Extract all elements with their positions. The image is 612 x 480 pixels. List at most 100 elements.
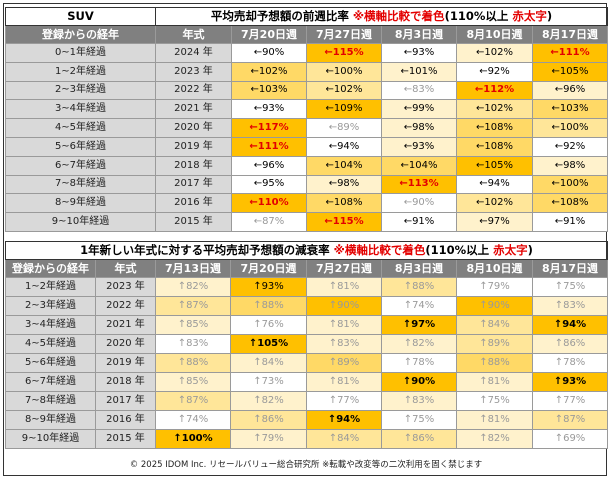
table1-note-threshold: (110%以上 — [444, 8, 509, 23]
table2-col-header: 登録からの経年 — [5, 259, 96, 278]
table1-row: 7~8年経過 2017 年 ←95% ←98% ←113% ←94% ←100% — [5, 174, 608, 195]
table2-col-header: 7月20日週 — [230, 259, 307, 278]
table1-row: 3~4年経過 2021 年 ←93% ←109% ←99% ←102% ←103% — [5, 99, 608, 120]
table1-col-header: 8月17日週 — [532, 25, 608, 44]
ratio-cell: ↑73% — [230, 372, 307, 392]
model-year: 2018 年 — [155, 155, 232, 176]
ratio-cell: ←94% — [306, 136, 382, 157]
ratio-cell: ←89% — [306, 118, 382, 138]
table1-col-header: 7月27日週 — [306, 25, 382, 44]
model-year: 2016 年 — [155, 193, 232, 214]
table2-row: 9~10年経過 2015 年 ↑100% ↑79% ↑84% ↑86% ↑82% ↑69% — [5, 429, 609, 449]
ratio-cell: ←110% — [231, 193, 307, 214]
ratio-cell: ↑74% — [155, 410, 231, 430]
ratio-cell: ↑85% — [155, 372, 231, 392]
age-label: 4~5年経過 — [5, 334, 96, 354]
ratio-cell: ←108% — [456, 118, 533, 138]
report-frame — [3, 3, 607, 476]
decay-rate-table: 1年新しい年式に対する平均売却予想額の減衰率 ※横軸比較で着色(110%以上 赤… — [4, 241, 609, 449]
ratio-cell: ↑86% — [230, 410, 307, 430]
table1-note-redbold: 赤太字 — [512, 8, 547, 23]
ratio-cell: ←102% — [456, 193, 533, 214]
ratio-cell: ←100% — [532, 118, 608, 138]
ratio-cell: ↑78% — [381, 353, 457, 373]
ratio-cell: ↑84% — [230, 353, 307, 373]
ratio-cell: ←108% — [456, 136, 533, 157]
ratio-cell: ←117% — [231, 118, 307, 138]
ratio-cell: ↑90% — [381, 372, 457, 392]
model-year: 2015 年 — [155, 212, 232, 232]
ratio-cell: ↑88% — [155, 353, 231, 373]
table2-row: 2~3年経過 2022 年 ↑87% ↑88% ↑90% ↑74% ↑90% ↑83% — [5, 296, 609, 316]
model-year: 2021 年 — [95, 315, 156, 335]
ratio-cell: ←94% — [456, 174, 533, 195]
table1-note-close: ) — [546, 8, 553, 23]
ratio-cell: ↑83% — [155, 334, 231, 354]
ratio-cell: ↑87% — [531, 410, 609, 430]
ratio-cell: ←102% — [456, 99, 533, 120]
ratio-cell: ↑94% — [531, 315, 609, 335]
table1-col-header: 7月20日週 — [231, 25, 307, 44]
ratio-cell: ←98% — [306, 174, 382, 195]
ratio-cell: ←113% — [381, 174, 457, 195]
table1-row: 4~5年経過 2020 年 ←117% ←89% ←98% ←108% ←100% — [5, 118, 608, 138]
ratio-cell: ←101% — [381, 61, 457, 82]
segment-label: SUV — [5, 7, 156, 26]
table2-note-threshold: (110%以上 — [425, 242, 490, 257]
ratio-cell: ↑84% — [456, 315, 533, 335]
ratio-cell: ←99% — [381, 99, 457, 120]
table2-row: 1~2年経過 2023 年 ↑82% ↑93% ↑81% ↑88% ↑79% ↑75% — [5, 277, 609, 297]
model-year: 2022 年 — [95, 296, 156, 316]
ratio-cell: ↑76% — [230, 315, 307, 335]
ratio-cell: ↑84% — [306, 429, 382, 449]
ratio-cell: ←100% — [532, 174, 608, 195]
table1-col-header: 8月10日週 — [456, 25, 533, 44]
age-label: 4~5年経過 — [5, 118, 156, 138]
table1-col-header: 年式 — [155, 25, 232, 44]
table2-note-redbold: 赤太字 — [493, 242, 528, 257]
ratio-cell: ↑88% — [381, 277, 457, 297]
model-year: 2018 年 — [95, 372, 156, 392]
ratio-cell: ←90% — [231, 43, 307, 63]
ratio-cell: ←96% — [532, 80, 608, 101]
copyright-footer: © 2025 IDOM Inc. リセールバリュー総合研究所 ※転載や改変等の二… — [129, 460, 483, 470]
ratio-cell: ←111% — [231, 136, 307, 157]
ratio-cell: ↑105% — [230, 334, 307, 354]
ratio-cell: ↑100% — [155, 429, 231, 449]
ratio-cell: ↑82% — [456, 429, 533, 449]
age-label: 1~2年経過 — [5, 61, 156, 82]
ratio-cell: ↑79% — [456, 277, 533, 297]
ratio-cell: ←91% — [381, 212, 457, 232]
ratio-cell: ←105% — [456, 155, 533, 176]
ratio-cell: ←93% — [231, 99, 307, 120]
age-label: 9~10年経過 — [5, 429, 96, 449]
ratio-cell: ↑86% — [531, 334, 609, 354]
ratio-cell: ←102% — [456, 43, 533, 63]
ratio-cell: ↑82% — [155, 277, 231, 297]
ratio-cell: ↑82% — [230, 391, 307, 411]
table1-row: 9~10年経過 2015 年 ←87% ←115% ←91% ←97% ←91% — [5, 212, 608, 232]
table2-note-coloring: ※横軸比較で着色 — [333, 242, 426, 257]
table2-col-header: 年式 — [95, 259, 156, 278]
table1-row: 1~2年経過 2023 年 ←102% ←100% ←101% ←92% ←105% — [5, 61, 608, 82]
model-year: 2019 年 — [155, 136, 232, 157]
table1-row: 8~9年経過 2016 年 ←110% ←108% ←90% ←102% ←108% — [5, 193, 608, 214]
ratio-cell: ↑69% — [531, 429, 609, 449]
ratio-cell: ↑75% — [456, 391, 533, 411]
ratio-cell: ←83% — [381, 80, 457, 101]
ratio-cell: ↑90% — [306, 296, 382, 316]
ratio-cell: ←115% — [306, 212, 382, 232]
ratio-cell: ↑82% — [381, 334, 457, 354]
table1-title-main: 平均売却予想額の前週比率 — [210, 8, 349, 23]
ratio-cell: ↑81% — [456, 372, 533, 392]
age-label: 6~7年経過 — [5, 372, 96, 392]
ratio-cell: ←115% — [306, 43, 382, 63]
age-label: 0~1年経過 — [5, 43, 156, 63]
ratio-cell: ↑93% — [230, 277, 307, 297]
age-label: 7~8年経過 — [5, 174, 156, 195]
ratio-cell: ↑89% — [306, 353, 382, 373]
model-year: 2022 年 — [155, 80, 232, 101]
ratio-cell: ↑83% — [531, 296, 609, 316]
ratio-cell: ↑87% — [155, 391, 231, 411]
ratio-cell: ←108% — [306, 193, 382, 214]
